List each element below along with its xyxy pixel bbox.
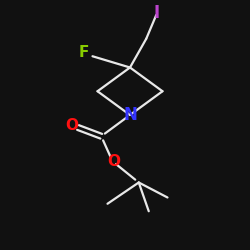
Text: F: F (78, 45, 89, 60)
Text: O: O (107, 154, 120, 169)
Text: I: I (153, 4, 159, 22)
Text: O: O (65, 118, 78, 132)
Text: N: N (123, 106, 137, 124)
